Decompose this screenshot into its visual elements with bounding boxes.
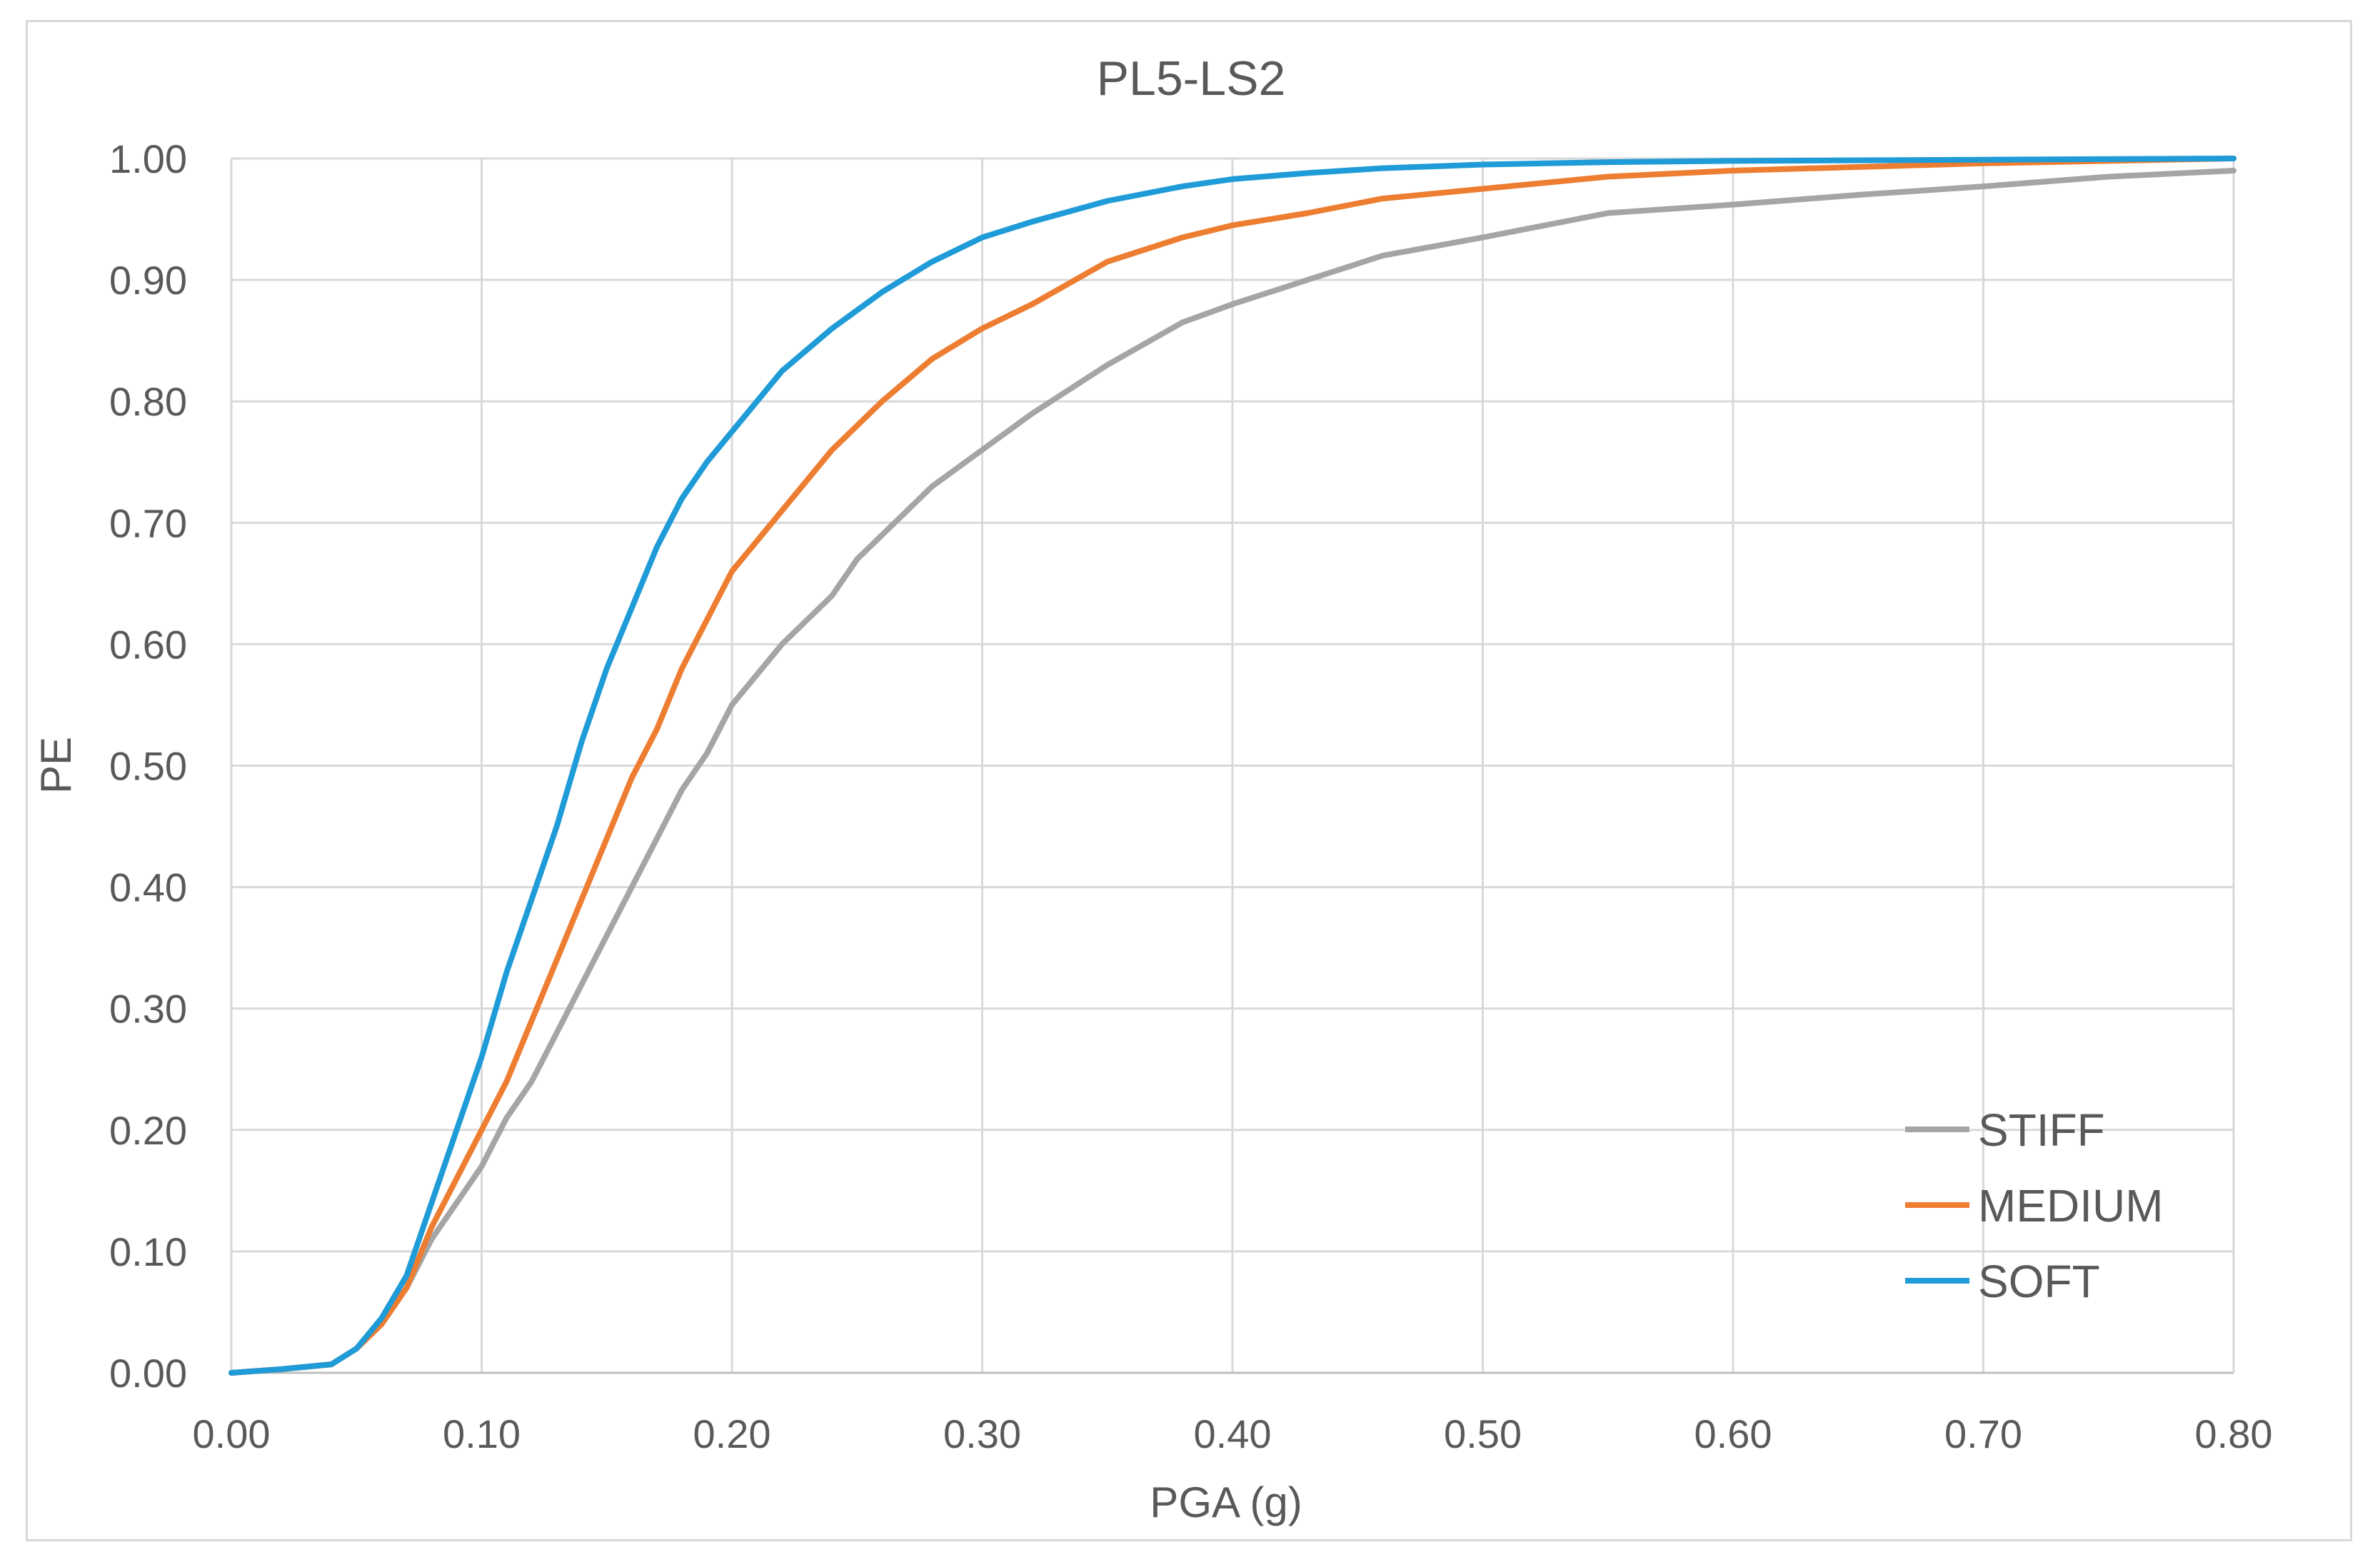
y-axis-label: PE xyxy=(32,737,80,794)
legend-label-medium: MEDIUM xyxy=(1978,1180,2164,1231)
y-tick-label: 0.20 xyxy=(109,1108,187,1153)
y-tick-label: 0.80 xyxy=(109,379,187,424)
y-tick-label: 0.40 xyxy=(109,865,187,910)
y-tick-label: 0.60 xyxy=(109,622,187,667)
chart-frame xyxy=(26,20,2352,1541)
y-tick-label: 0.90 xyxy=(109,258,187,303)
grid xyxy=(230,157,2235,1374)
x-tick-label: 0.70 xyxy=(1944,1411,2022,1456)
x-tick-label: 0.50 xyxy=(1444,1411,1522,1456)
x-tick-label: 0.40 xyxy=(1194,1411,1272,1456)
y-tick-label: 1.00 xyxy=(109,136,187,181)
legend-label-stiff: STIFF xyxy=(1978,1104,2105,1156)
x-tick-label: 0.10 xyxy=(443,1411,521,1456)
y-tick-label: 0.70 xyxy=(109,500,187,545)
x-tick-labels: 0.00 0.10 0.20 0.30 0.40 0.50 0.60 0.70 0.80 xyxy=(193,1411,2273,1456)
x-tick-label: 0.20 xyxy=(693,1411,771,1456)
x-tick-label: 0.30 xyxy=(943,1411,1021,1456)
y-tick-labels: 0.00 0.10 0.20 0.30 0.40 0.50 0.60 0.70 0.80 0.90… xyxy=(109,136,187,1396)
legend-label-soft: SOFT xyxy=(1978,1256,2100,1307)
series-layer xyxy=(229,156,2236,1376)
x-tick-label: 0.00 xyxy=(193,1411,271,1456)
x-tick-label: 0.60 xyxy=(1694,1411,1772,1456)
series-line-medium xyxy=(229,156,2236,1376)
chart-title: PL5-LS2 xyxy=(1097,51,1286,106)
y-tick-label: 0.00 xyxy=(109,1351,187,1396)
series-line-stiff xyxy=(229,168,2236,1376)
y-tick-label: 0.30 xyxy=(109,987,187,1032)
x-axis-label: PGA (g) xyxy=(1150,1478,1302,1526)
legend: STIFF MEDIUM SOFT xyxy=(1905,1104,2164,1307)
y-tick-label: 0.10 xyxy=(109,1229,187,1274)
series-line-soft xyxy=(229,156,2236,1376)
y-tick-label: 0.50 xyxy=(109,744,187,789)
x-tick-label: 0.80 xyxy=(2195,1411,2273,1456)
